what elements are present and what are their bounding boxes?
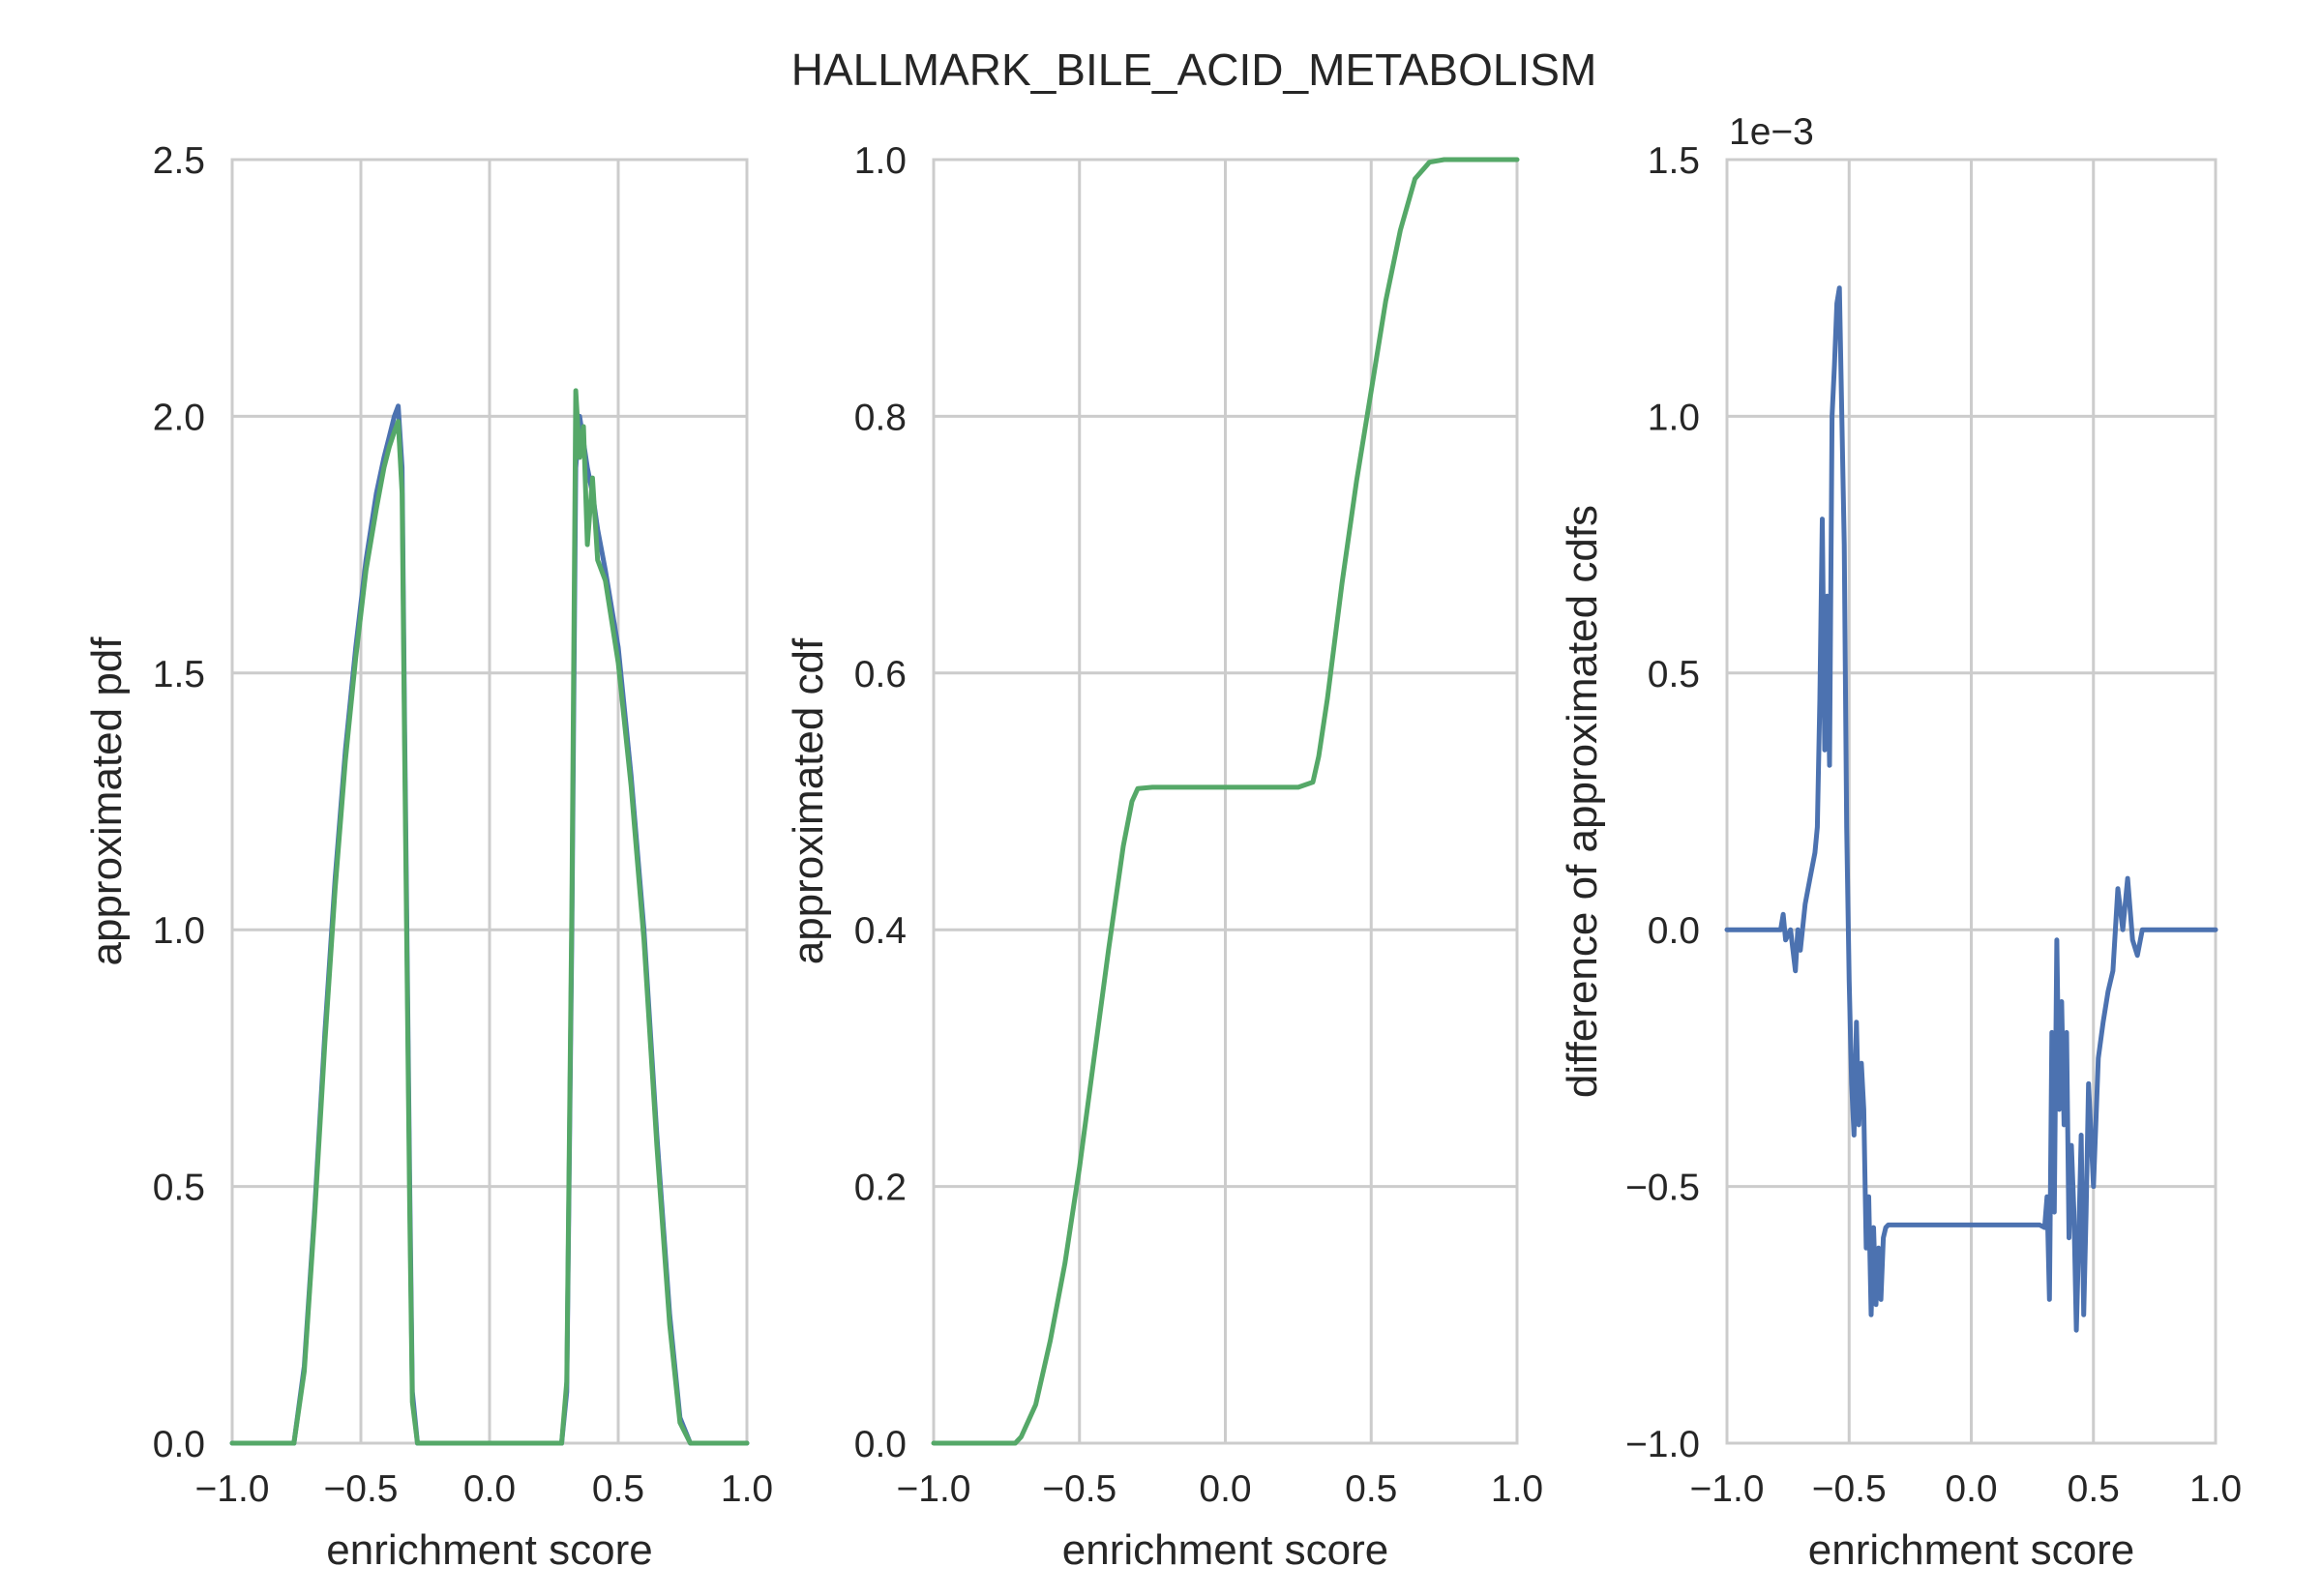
x-tick-label: 0.5 [1345,1468,1397,1510]
y-tick-label: 0.8 [854,397,907,438]
x-tick-label: −0.5 [1042,1468,1116,1510]
axes-frame [932,158,1519,1445]
y-tick-label: 2.0 [153,397,205,438]
series-line-1 [931,157,1520,1446]
y-tick-label: 0.4 [854,910,907,952]
series-line-1 [1724,285,2218,1333]
x-tick-label: 0.0 [463,1468,516,1510]
y-tick-label: 0.0 [854,1424,907,1465]
x-tick-label: −1.0 [1690,1468,1765,1510]
axes-frame [1725,158,2218,1445]
y-tick-label: −0.5 [1625,1167,1700,1209]
x-tick-label: 1.0 [721,1468,773,1510]
y-offset-label: 1e−3 [1729,111,1814,153]
y-tick-label: 1.0 [854,140,907,182]
y-tick-label: 0.5 [1648,654,1700,695]
y-tick-label: 0.6 [854,654,907,695]
y-tick-label: 1.5 [1648,140,1700,182]
subplot-1: −1.0 −0.5 0.0 0.5 1.0 0.0 0.5 1.0 1.5 2.0 2.5 enric… [83,140,773,1574]
subplot-3: −1.0 −0.5 0.0 0.5 1.0 −1.0 −0.5 0.0 0.5 1.0 1.5 enr… [1559,111,2242,1574]
x-axis-label: enrichment score [1808,1526,2134,1574]
x-tick-label: −0.5 [324,1468,399,1510]
x-tick-label: 1.0 [2189,1468,2242,1510]
y-tick-label: 1.5 [153,654,205,695]
x-axis-label: enrichment score [326,1526,652,1574]
x-tick-label: 0.5 [592,1468,644,1510]
x-tick-label: −1.0 [897,1468,971,1510]
series-line-2 [229,388,750,1446]
y-axis-label: approximated cdf [785,637,832,964]
x-tick-label: 0.0 [1199,1468,1251,1510]
y-tick-label: −1.0 [1625,1424,1700,1465]
x-tick-label: −0.5 [1812,1468,1887,1510]
y-tick-label: 0.0 [1648,910,1700,952]
y-tick-label: 1.0 [1648,397,1700,438]
y-axis-label: approximated pdf [83,636,131,966]
x-axis-label: enrichment score [1062,1526,1388,1574]
x-tick-label: −1.0 [195,1468,270,1510]
x-tick-label: 0.5 [2068,1468,2120,1510]
subplot-2: −1.0 −0.5 0.0 0.5 1.0 0.0 0.2 0.4 0.6 0.8 1.0 enric… [785,140,1543,1574]
x-tick-label: 1.0 [1491,1468,1543,1510]
y-axis-label: difference of approximated cdfs [1559,505,1606,1098]
subplots: −1.0 −0.5 0.0 0.5 1.0 0.0 0.5 1.0 1.5 2.0 2.5 enric… [83,111,2242,1574]
y-tick-label: 0.0 [153,1424,205,1465]
y-tick-label: 0.5 [153,1167,205,1209]
y-tick-label: 1.0 [153,910,205,952]
y-tick-label: 0.2 [854,1167,907,1209]
y-tick-label: 2.5 [153,140,205,182]
figure-title: HALLMARK_BILE_ACID_METABOLISM [791,44,1597,95]
x-tick-label: 0.0 [1945,1468,1997,1510]
